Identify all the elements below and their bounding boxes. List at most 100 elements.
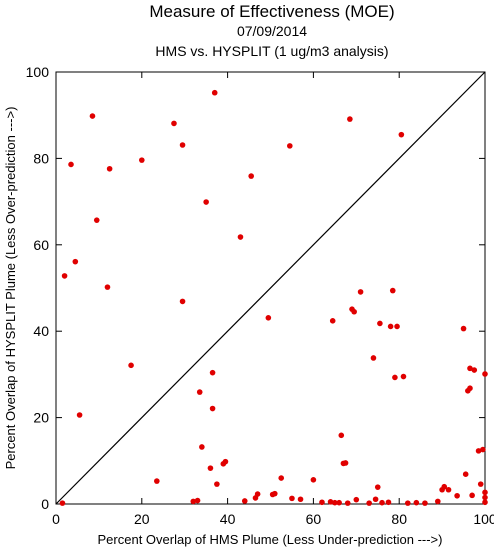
data-point bbox=[469, 492, 475, 499]
y-tick-label: 20 bbox=[33, 410, 49, 426]
data-point bbox=[467, 385, 473, 392]
data-point bbox=[214, 481, 220, 487]
data-point bbox=[196, 389, 203, 395]
data-point bbox=[413, 499, 420, 506]
data-point bbox=[76, 412, 83, 418]
data-point bbox=[171, 120, 177, 127]
data-point bbox=[338, 432, 345, 439]
data-point bbox=[59, 500, 66, 506]
data-point bbox=[366, 500, 372, 506]
data-point bbox=[387, 323, 394, 330]
data-point bbox=[482, 499, 488, 506]
data-point bbox=[209, 369, 216, 376]
data-point bbox=[347, 116, 353, 122]
x-tick-label: 80 bbox=[391, 511, 407, 527]
data-point bbox=[265, 315, 272, 321]
data-point bbox=[287, 143, 293, 149]
data-point bbox=[310, 477, 317, 483]
x-tick-label: 100 bbox=[473, 511, 494, 527]
data-point bbox=[241, 498, 248, 504]
data-point bbox=[370, 355, 377, 361]
data-point bbox=[332, 499, 338, 506]
data-point bbox=[199, 444, 205, 450]
data-point bbox=[404, 500, 411, 506]
data-point bbox=[374, 484, 381, 490]
data-point bbox=[93, 217, 100, 223]
data-point bbox=[422, 500, 428, 506]
data-point bbox=[435, 498, 441, 505]
data-point bbox=[480, 446, 486, 453]
data-point bbox=[475, 448, 482, 454]
data-point bbox=[467, 365, 473, 372]
data-point bbox=[351, 308, 357, 315]
y-tick-label: 100 bbox=[26, 64, 50, 80]
data-point bbox=[211, 89, 218, 96]
data-point bbox=[248, 173, 254, 179]
data-point bbox=[271, 490, 278, 497]
data-point bbox=[237, 234, 244, 240]
data-point bbox=[353, 496, 360, 503]
data-point bbox=[357, 289, 364, 295]
data-point bbox=[377, 320, 383, 327]
data-point bbox=[61, 273, 68, 279]
data-point bbox=[344, 500, 351, 506]
data-point bbox=[454, 492, 460, 499]
x-tick-label: 60 bbox=[306, 511, 322, 527]
data-point bbox=[222, 458, 229, 465]
data-point bbox=[203, 199, 209, 205]
data-point bbox=[441, 483, 448, 490]
data-point bbox=[179, 142, 186, 148]
data-point bbox=[445, 486, 452, 493]
data-point bbox=[68, 161, 74, 168]
data-point bbox=[254, 491, 261, 497]
x-axis-label: Percent Overlap of HMS Plume (Less Under… bbox=[98, 532, 443, 547]
y-tick-label: 40 bbox=[33, 323, 49, 339]
data-point bbox=[336, 499, 342, 506]
data-point bbox=[190, 498, 197, 505]
x-tick-label: 40 bbox=[220, 511, 236, 527]
data-point bbox=[379, 499, 385, 506]
x-tick-label: 0 bbox=[52, 511, 60, 527]
data-point bbox=[327, 499, 334, 505]
y-tick-label: 0 bbox=[41, 496, 49, 512]
data-point bbox=[106, 165, 113, 172]
data-point bbox=[207, 465, 214, 471]
data-point bbox=[89, 113, 96, 119]
data-point bbox=[289, 495, 295, 502]
data-point bbox=[128, 362, 134, 369]
data-points bbox=[59, 89, 488, 506]
plot-area-frame bbox=[55, 71, 486, 505]
data-point bbox=[385, 499, 392, 506]
data-point bbox=[471, 367, 478, 373]
data-point bbox=[139, 157, 145, 163]
data-point bbox=[392, 374, 398, 381]
data-point bbox=[394, 323, 400, 330]
data-point bbox=[278, 475, 285, 481]
data-point bbox=[400, 373, 407, 380]
data-point bbox=[482, 371, 488, 377]
data-point bbox=[342, 460, 349, 466]
data-point bbox=[154, 478, 160, 484]
data-point bbox=[179, 298, 186, 305]
chart-subtitle: HMS vs. HYSPLIT (1 ug/m3 analysis) bbox=[155, 43, 388, 59]
data-point bbox=[329, 318, 336, 324]
reference-diagonal-line bbox=[55, 71, 486, 505]
data-point bbox=[460, 325, 467, 332]
data-point bbox=[319, 499, 325, 506]
chart-title: Measure of Effectiveness (MOE) bbox=[149, 2, 394, 21]
y-tick-label: 80 bbox=[33, 150, 49, 166]
data-point bbox=[477, 481, 484, 487]
data-point bbox=[372, 496, 379, 503]
data-point bbox=[389, 287, 396, 294]
data-point bbox=[462, 471, 469, 477]
data-point bbox=[194, 497, 201, 504]
y-axis-label: Percent Overlap of HYSPLIT Plume (Less O… bbox=[3, 107, 18, 470]
chart-date: 07/09/2014 bbox=[237, 23, 307, 39]
data-point bbox=[104, 284, 111, 290]
data-point bbox=[482, 494, 488, 501]
data-point bbox=[209, 405, 216, 412]
x-tick-label: 20 bbox=[134, 511, 150, 527]
data-point bbox=[297, 496, 304, 503]
y-tick-label: 60 bbox=[33, 237, 49, 253]
data-point bbox=[398, 131, 405, 138]
